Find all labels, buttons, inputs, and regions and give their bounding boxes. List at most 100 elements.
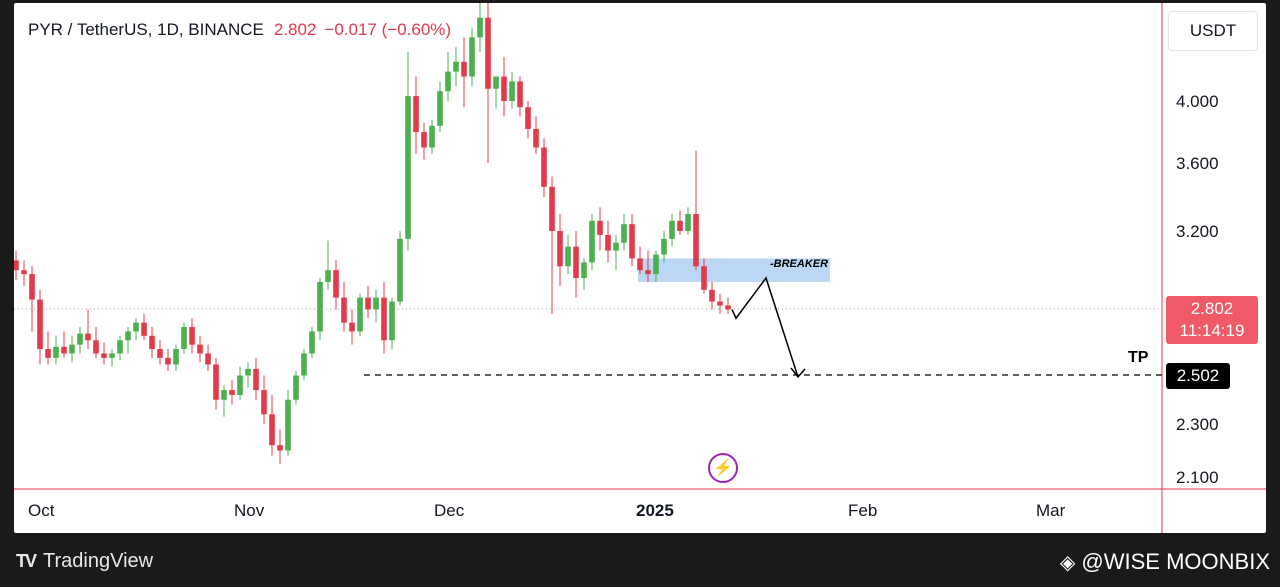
- tradingview-logo: TV TradingView: [16, 550, 153, 573]
- bar-countdown: 11:14:19: [1179, 321, 1245, 340]
- candle-body: [181, 327, 187, 350]
- candle-body: [189, 327, 195, 345]
- candle-body: [381, 297, 387, 341]
- candle-body: [373, 297, 379, 310]
- candle-body: [37, 299, 43, 350]
- candle-body: [605, 234, 611, 251]
- candle-body: [349, 322, 355, 332]
- candle-body: [237, 375, 243, 395]
- candle-body: [493, 76, 499, 89]
- candle-body: [445, 71, 451, 92]
- candle-body: [301, 353, 307, 376]
- candle-body: [525, 107, 531, 129]
- candle-body: [389, 301, 395, 341]
- diamond-icon: ◈: [1060, 551, 1076, 574]
- candle-body: [661, 238, 667, 255]
- x-tick-label: 2025: [636, 501, 674, 520]
- candle-body: [573, 246, 579, 279]
- candle-body: [477, 17, 483, 38]
- candle-body: [437, 91, 443, 126]
- candle-body: [597, 220, 603, 235]
- candle-body: [405, 96, 411, 239]
- candle-body: [413, 96, 419, 132]
- candle-body: [14, 260, 19, 271]
- tp-price-tag: 2.502: [1166, 363, 1230, 389]
- candle-body: [197, 344, 203, 354]
- candle-body: [557, 231, 563, 267]
- tp-label: TP: [1128, 349, 1149, 366]
- y-tick-label: 4.000: [1176, 92, 1219, 111]
- currency-button[interactable]: USDT: [1168, 11, 1258, 51]
- header-price: 2.802: [273, 20, 317, 39]
- x-tick-label: Oct: [28, 501, 55, 520]
- candle-body: [285, 399, 291, 451]
- tradingview-brand: TradingView: [43, 550, 154, 572]
- candle-body: [709, 289, 715, 302]
- candle-body: [93, 340, 99, 354]
- header-change: −0.017 (−0.60%): [324, 20, 452, 39]
- candle-body: [693, 214, 699, 267]
- candle-body: [677, 220, 683, 231]
- y-tick-label: 3.200: [1176, 222, 1219, 241]
- candle-body: [149, 335, 155, 350]
- x-tick-label: Dec: [434, 501, 465, 520]
- symbol-title: PYR / TetherUS, 1D, BINANCE: [28, 20, 264, 39]
- candle-body: [325, 270, 331, 282]
- candle-body: [29, 274, 35, 300]
- last-price-value: 2.802: [1190, 299, 1234, 318]
- candle-body: [613, 242, 619, 251]
- candle-body: [221, 390, 227, 400]
- candle-body: [341, 297, 347, 323]
- candle-body: [365, 297, 371, 310]
- lightning-icon[interactable]: ⚡: [708, 453, 738, 483]
- candle-body: [429, 125, 435, 148]
- candle-body: [517, 81, 523, 108]
- candle-body: [309, 331, 315, 354]
- watermark-text: @WISE MOONBIX: [1081, 549, 1270, 574]
- candle-body: [205, 353, 211, 365]
- candle-body: [317, 281, 323, 332]
- candle-body: [229, 390, 235, 395]
- projection-arrowhead: [790, 367, 806, 379]
- candle-body: [501, 76, 507, 101]
- candle-body: [293, 375, 299, 400]
- candle-body: [621, 224, 627, 243]
- last-price-tag: 2.802 11:14:19: [1166, 296, 1258, 344]
- price-chart[interactable]: [14, 3, 1266, 533]
- candle-body: [549, 186, 555, 231]
- candle-body: [277, 445, 283, 451]
- candle-body: [637, 258, 643, 271]
- candle-body: [645, 270, 651, 275]
- candle-body: [581, 262, 587, 279]
- candle-body: [269, 414, 275, 446]
- breaker-label: -BREAKER: [770, 258, 829, 270]
- candle-body: [85, 333, 91, 341]
- candle-body: [61, 346, 67, 354]
- candle-body: [653, 254, 659, 275]
- candle-body: [125, 331, 131, 341]
- x-tick-label: Mar: [1036, 501, 1066, 520]
- x-tick-label: Feb: [848, 501, 878, 520]
- candle-body: [685, 214, 691, 231]
- candle-body: [725, 305, 731, 310]
- candle-body: [509, 81, 515, 101]
- candle-body: [133, 322, 139, 332]
- candle-body: [717, 301, 723, 306]
- candle-body: [701, 266, 707, 290]
- candle-body: [397, 238, 403, 302]
- candle-body: [357, 297, 363, 332]
- candle-body: [53, 346, 59, 358]
- x-tick-label: Nov: [234, 501, 265, 520]
- candle-body: [173, 349, 179, 365]
- candle-body: [453, 61, 459, 72]
- candle-body: [101, 353, 107, 358]
- candle-body: [565, 246, 571, 267]
- chart-frame: PYR / TetherUS, 1D, BINANCE 2.802 −0.017 (…: [14, 3, 1266, 533]
- candle-body: [69, 344, 75, 354]
- candle-body: [213, 364, 219, 400]
- chart-header: PYR / TetherUS, 1D, BINANCE 2.802 −0.017 (…: [28, 20, 451, 40]
- candle-body: [165, 357, 171, 365]
- candle-body: [21, 270, 27, 275]
- candle-body: [261, 390, 267, 415]
- tradingview-mark-icon: TV: [16, 551, 37, 571]
